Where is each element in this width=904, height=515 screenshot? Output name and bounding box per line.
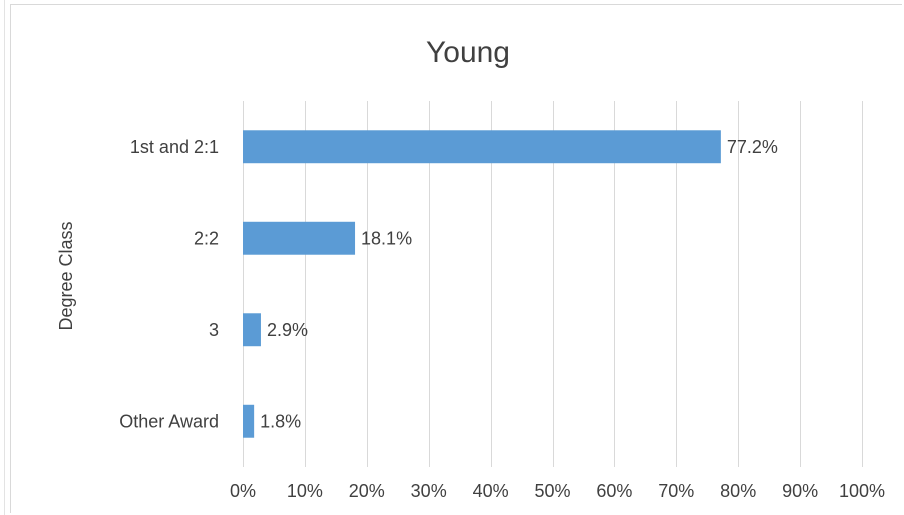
- y-axis-label: Degree Class: [56, 221, 76, 330]
- bars: [243, 130, 721, 438]
- x-tick-label-100: 100%: [839, 481, 885, 501]
- bar-2: [243, 313, 261, 347]
- x-tick-label-40: 40%: [473, 481, 509, 501]
- x-tick-label-0: 0%: [230, 481, 256, 501]
- category-label-0: 1st and 2:1: [130, 137, 219, 157]
- category-label-2: 3: [209, 320, 219, 340]
- data-label-0: 77.2%: [727, 137, 778, 157]
- x-tick-label-20: 20%: [349, 481, 385, 501]
- x-tick-label-90: 90%: [782, 481, 818, 501]
- outer-border-line: [4, 0, 5, 515]
- bar-0: [243, 130, 721, 164]
- data-label-1: 18.1%: [361, 228, 412, 248]
- x-tick-label-30: 30%: [411, 481, 447, 501]
- x-tick-label-80: 80%: [720, 481, 756, 501]
- data-label-2: 2.9%: [267, 320, 308, 340]
- x-tick-label-10: 10%: [287, 481, 323, 501]
- data-label-3: 1.8%: [260, 411, 301, 431]
- chart-frame: [10, 4, 902, 513]
- x-tick-label-50: 50%: [534, 481, 570, 501]
- bar-3: [243, 404, 255, 438]
- bar-1: [243, 221, 356, 255]
- x-tick-label-70: 70%: [658, 481, 694, 501]
- category-label-3: Other Award: [119, 411, 219, 431]
- x-tick-label-60: 60%: [596, 481, 632, 501]
- labels: 0% 10% 20% 30% 40% 50% 60% 70% 80% 90% 100% 1st and…: [119, 137, 885, 501]
- category-label-1: 2:2: [194, 228, 219, 248]
- chart-title: Young: [426, 36, 510, 69]
